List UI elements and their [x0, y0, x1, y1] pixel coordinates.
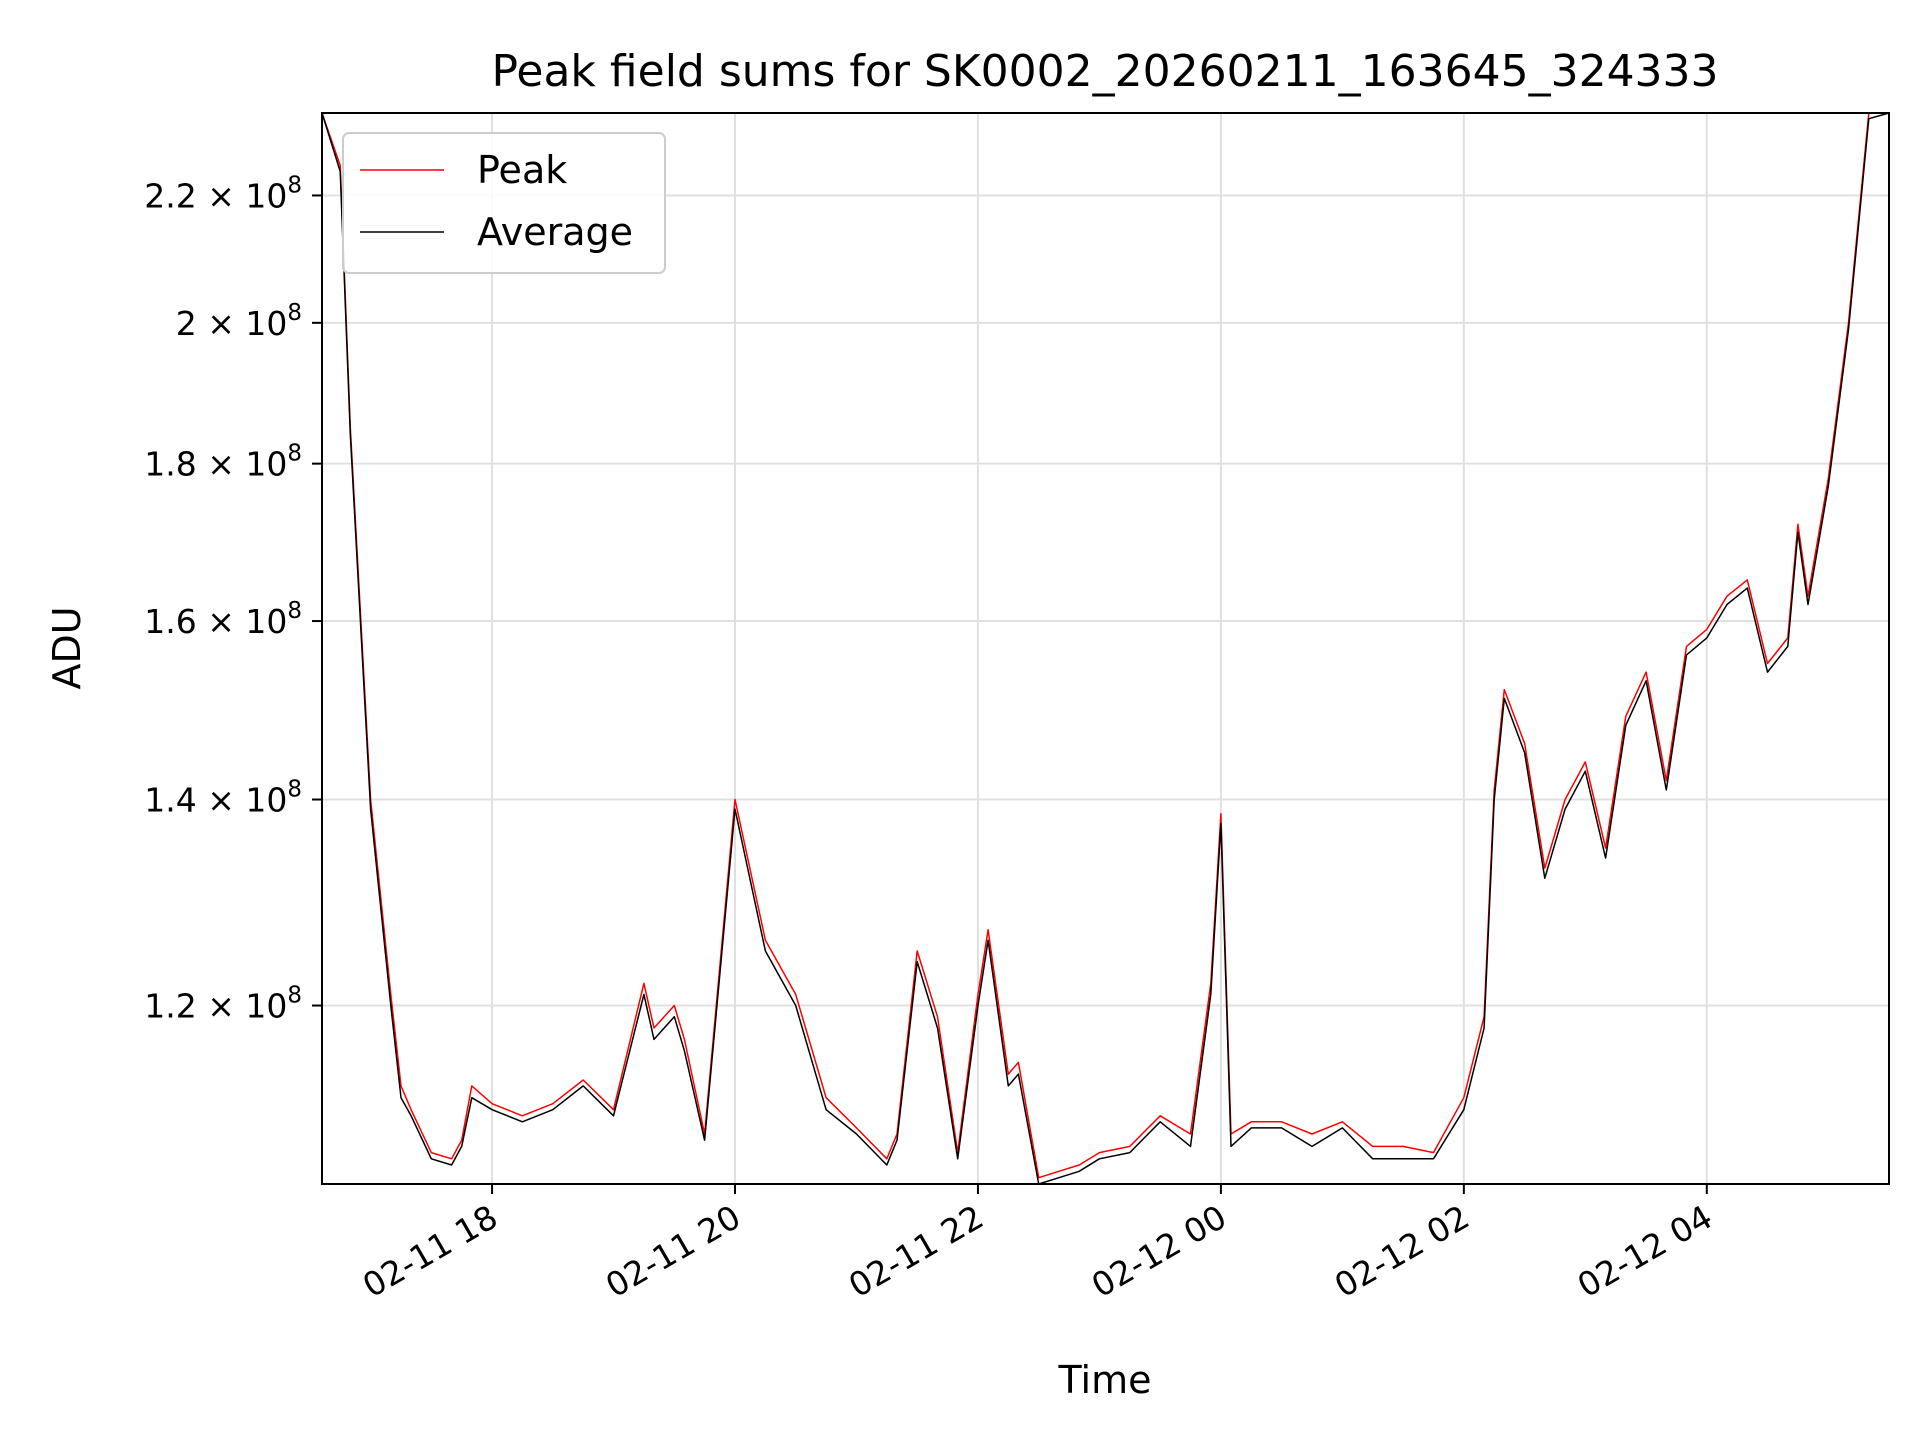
plot-area — [321, 112, 1890, 1185]
y-tick-label: 2.2 × 108 — [144, 172, 302, 215]
chart-title: Peak field sums for SK0002_20260211_1636… — [491, 46, 1718, 97]
y-tick-label: 1.6 × 108 — [144, 598, 302, 641]
legend: Peak Average — [342, 132, 666, 274]
plot-frame — [321, 112, 1890, 1185]
x-axis-label: Time — [1058, 1358, 1152, 1402]
grid — [322, 113, 1889, 1184]
y-tick-label: 2 × 108 — [176, 300, 302, 343]
y-tick-label: 1.2 × 108 — [144, 983, 302, 1026]
y-tick-label: 1.4 × 108 — [144, 777, 302, 820]
y-axis: 1.2 × 108 1.4 × 108 1.6 × 108 1.8 × 108 2 × … — [144, 172, 322, 1026]
y-tick-label: 1.8 × 108 — [144, 441, 302, 484]
series-line-average — [321, 112, 1890, 1185]
series-line-peak — [321, 112, 1889, 1179]
legend-box — [342, 132, 666, 274]
legend-label-average: Average — [477, 210, 633, 254]
legend-label-peak: Peak — [477, 148, 567, 192]
y-axis-label: ADU — [45, 606, 89, 689]
